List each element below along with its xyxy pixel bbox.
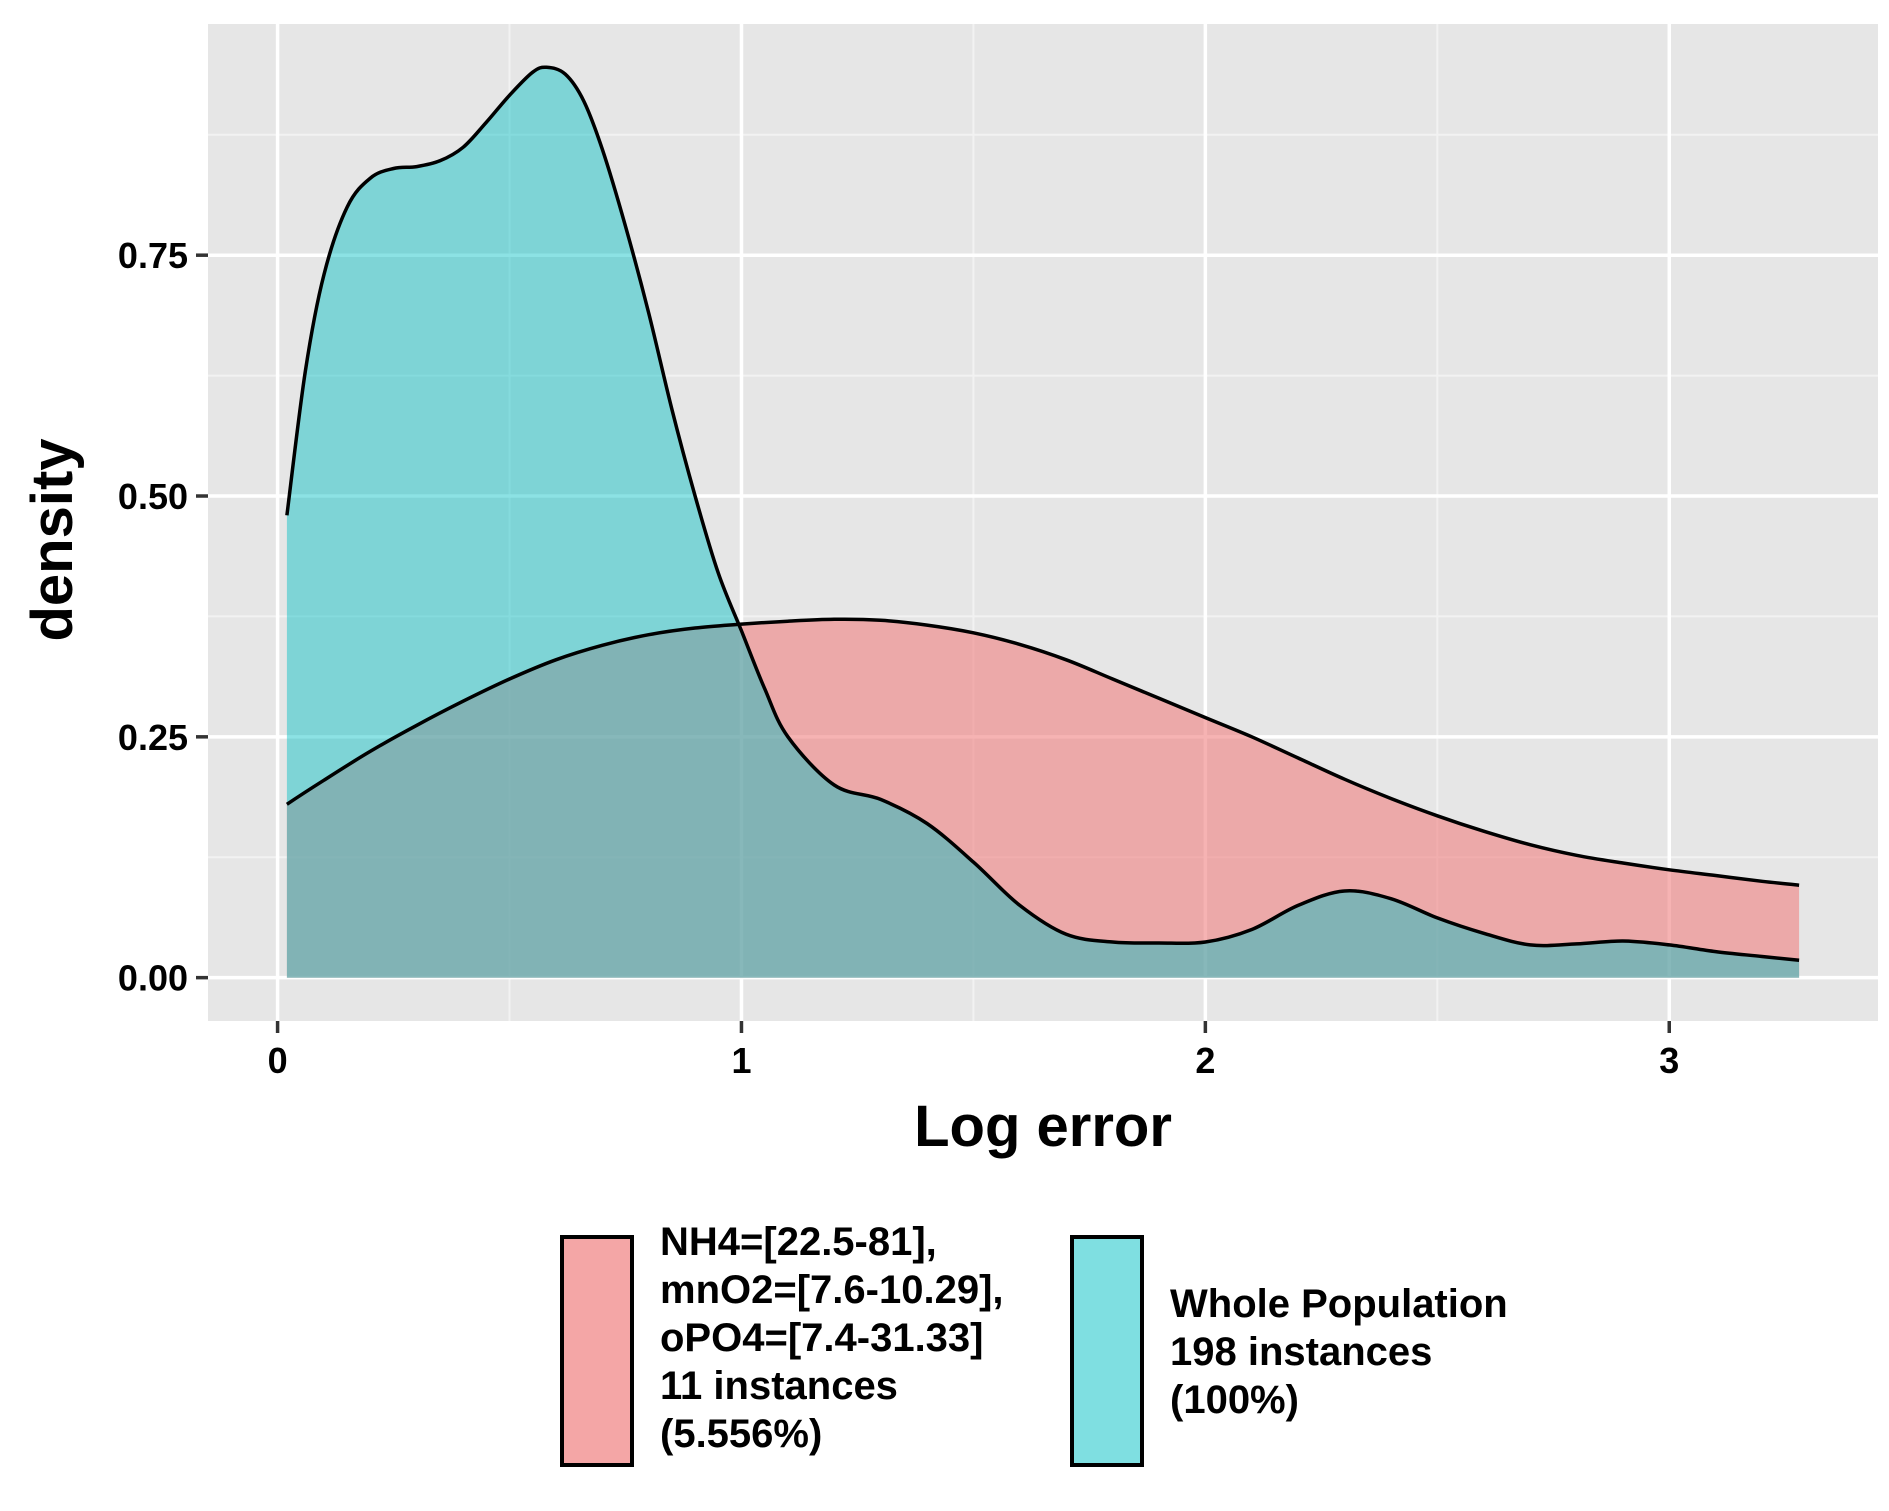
legend-label-subgroup: NH4=[22.5-81], mnO2=[7.6-10.29], oPO4=[7… xyxy=(660,1220,1015,1456)
density-line-subgroup xyxy=(285,617,1800,887)
legend-key-population xyxy=(1070,1235,1144,1467)
x-axis-title: Log error xyxy=(914,1094,1172,1159)
x-tick-label: 3 xyxy=(1659,1040,1679,1081)
y-tick-label: 0.25 xyxy=(118,717,188,758)
legend-line: (5.556%) xyxy=(660,1412,822,1456)
legend-label-population: Whole Population 198 instances (100%) xyxy=(1170,1282,1519,1422)
legend: NH4=[22.5-81], mnO2=[7.6-10.29], oPO4=[7… xyxy=(560,1220,1519,1467)
legend-line: oPO4=[7.4-31.33] xyxy=(660,1316,984,1360)
legend-line: Whole Population xyxy=(1170,1282,1508,1326)
legend-line: mnO2=[7.6-10.29], xyxy=(660,1268,1004,1312)
area-population xyxy=(286,67,1800,978)
x-tick-label: 0 xyxy=(268,1040,288,1081)
x-tick-label: 1 xyxy=(731,1040,751,1081)
legend-line: 11 instances xyxy=(660,1364,898,1408)
legend-line: NH4=[22.5-81], xyxy=(660,1220,937,1264)
density-areas xyxy=(285,65,1800,978)
y-tick-label: 0.50 xyxy=(118,476,188,517)
x-tick-label: 2 xyxy=(1195,1040,1215,1081)
tick-labels: 0 1 2 3 0.00 0.25 0.50 0.75 xyxy=(118,235,1679,1081)
area-subgroup xyxy=(286,619,1800,978)
y-axis-title: density xyxy=(20,438,85,641)
y-tick-label: 0.75 xyxy=(118,235,188,276)
legend-line: 198 instances xyxy=(1170,1330,1432,1374)
y-tick-label: 0.00 xyxy=(118,958,188,999)
axis-ticks xyxy=(196,253,1671,1033)
legend-line: (100%) xyxy=(1170,1378,1299,1422)
density-line-population xyxy=(285,65,1800,963)
legend-key-subgroup xyxy=(560,1235,634,1467)
